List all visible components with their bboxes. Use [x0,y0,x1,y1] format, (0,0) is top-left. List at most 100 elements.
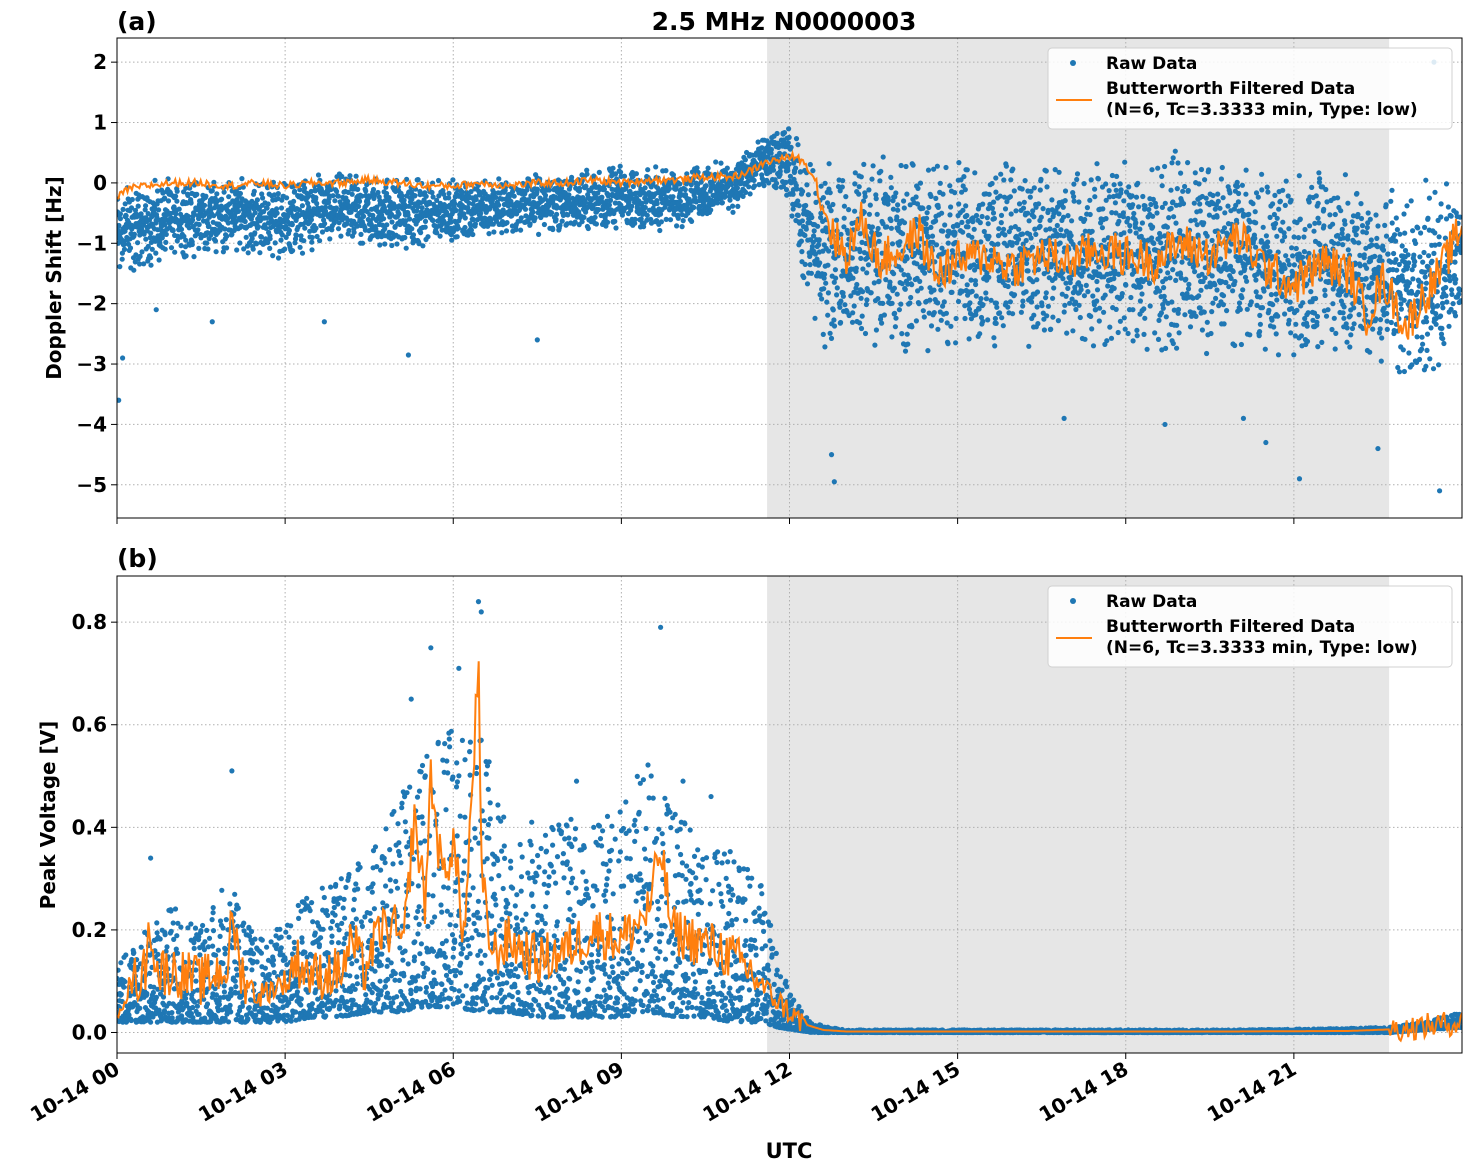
raw-data-point [931,310,937,316]
raw-data-point [1196,181,1202,187]
raw-data-point [260,195,266,201]
raw-data-point [862,330,869,337]
raw-data-point [446,195,452,201]
raw-data-point [1358,215,1365,222]
raw-data-point [881,312,888,318]
raw-data-point [966,336,972,342]
raw-data-point [470,216,476,223]
raw-data-point [927,285,933,291]
raw-data-point [1149,167,1155,173]
raw-data-point [1393,257,1399,263]
raw-data-point [399,193,405,199]
raw-data-point [694,165,700,171]
raw-data-point [962,315,968,322]
raw-data-point [997,193,1003,199]
raw-data-point [1215,191,1221,197]
raw-data-point [148,262,154,268]
raw-data-point [1223,279,1229,286]
raw-data-point [1141,306,1147,312]
raw-data-point [912,250,918,257]
raw-data-point [302,185,308,191]
raw-data-point [945,233,951,239]
raw-data-point [1394,267,1400,273]
raw-data-point [852,208,858,214]
raw-data-point [1215,198,1221,204]
raw-data-point [805,192,812,198]
raw-data-point [852,170,858,176]
raw-data-point [810,168,816,174]
raw-data-point [409,226,415,232]
raw-data-point [858,325,865,332]
raw-data-point [869,176,875,182]
raw-data-point [1129,193,1135,199]
raw-data-point [418,230,424,236]
raw-data-point [998,220,1004,226]
raw-data-point [1175,306,1182,313]
raw-data-point [1162,163,1168,170]
raw-data-point [1041,327,1047,333]
raw-data-point [988,247,994,253]
raw-data-point [1265,189,1271,195]
raw-data-point [841,215,847,221]
raw-data-point [1291,262,1297,268]
raw-data-point [470,231,476,238]
raw-data-point [871,280,877,286]
raw-data-point [422,218,429,224]
raw-data-point [1222,210,1228,216]
raw-data-point [1056,169,1062,175]
raw-data-point [896,307,903,313]
raw-data-point [1121,315,1127,321]
raw-data-point [188,200,194,206]
raw-data-point [902,348,909,354]
raw-data-point [828,208,834,214]
raw-data-point [1317,176,1323,182]
raw-data-point [1035,321,1041,327]
raw-data-point [252,230,258,236]
raw-data-point [718,160,724,166]
raw-data-point [420,243,426,249]
raw-data-point [1011,188,1017,194]
raw-data-point [632,220,638,226]
raw-data-point [947,212,953,218]
raw-data-point [831,317,837,323]
raw-data-point [1247,332,1253,338]
raw-data-point [1276,206,1282,212]
raw-data-point [1092,186,1098,192]
raw-data-point [191,211,197,217]
raw-data-point [995,241,1001,247]
raw-data-point [1033,231,1039,237]
raw-data-point [728,181,735,187]
raw-data-point [658,219,665,225]
raw-data-point [901,205,907,211]
raw-data-point [1115,329,1121,336]
raw-data-point [1025,210,1031,216]
raw-data-point [1330,221,1336,227]
raw-data-point [1073,306,1079,313]
raw-data-point [795,198,801,204]
raw-data-point [804,281,811,287]
raw-data-point [1264,244,1270,250]
raw-data-point [309,234,315,241]
raw-data-point [468,222,474,228]
raw-data-point [910,162,916,168]
raw-data-point [901,198,907,204]
raw-data-point [606,202,613,208]
raw-data-point [908,294,914,301]
raw-data-point [1000,323,1006,329]
raw-data-point [1397,231,1403,237]
raw-data-point [263,225,269,231]
raw-data-point [727,197,733,203]
raw-data-point [889,334,895,340]
raw-data-point [942,222,948,228]
raw-data-point [1001,226,1007,232]
raw-data-point [907,202,913,208]
raw-data-point [412,193,418,199]
raw-data-point [204,240,210,246]
raw-data-point [1385,251,1391,257]
raw-data-point [794,186,800,192]
raw-data-point [1028,235,1034,241]
raw-data-point [723,169,729,175]
raw-data-point [135,240,141,246]
raw-data-point [876,238,882,244]
raw-data-point [117,216,123,222]
